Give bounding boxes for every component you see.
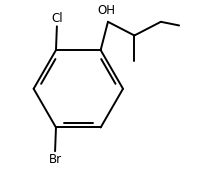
Text: Br: Br — [49, 153, 62, 166]
Text: OH: OH — [97, 4, 115, 17]
Text: Cl: Cl — [51, 12, 63, 25]
